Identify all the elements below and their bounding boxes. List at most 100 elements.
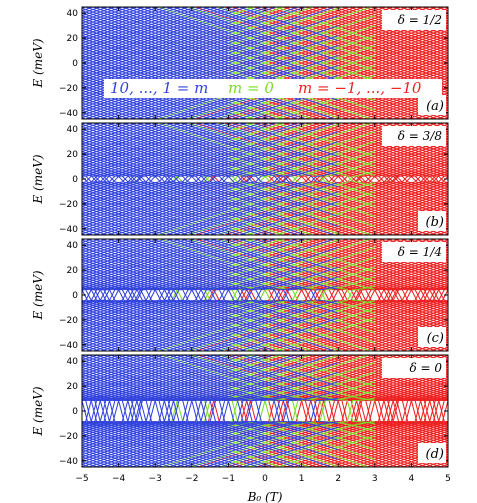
curve-m3 — [82, 310, 204, 351]
curve-m6 — [82, 426, 156, 451]
curve-m10 — [0, 309, 9, 383]
x-tick-label: −5 — [75, 474, 88, 484]
curve-m1 — [238, 123, 339, 157]
curve-m6 — [82, 131, 156, 157]
curve-m3 — [82, 203, 176, 235]
curve-m-8 — [447, 300, 448, 302]
curve-m10 — [0, 313, 9, 386]
curve-m-8 — [447, 439, 448, 441]
y-tick-label: −40 — [59, 341, 78, 351]
curve-m3 — [82, 287, 263, 351]
curve-m-1 — [282, 239, 412, 283]
curve-m6 — [82, 371, 156, 396]
curve-m4 — [82, 332, 138, 351]
curve-m-8 — [447, 59, 448, 61]
curve-m3 — [106, 239, 266, 290]
curve-m-3 — [354, 7, 448, 39]
curve-m10 — [0, 56, 9, 131]
curve-m-8 — [447, 332, 448, 333]
curve-m6 — [82, 421, 156, 441]
y-tick-label: 0 — [72, 59, 78, 69]
curve-m10 — [0, 46, 9, 121]
curve-m10 — [0, 257, 9, 332]
y-axis-label: E (meV) — [31, 386, 45, 436]
delta-label: δ = 1/4 — [398, 245, 442, 259]
curve-m-8 — [447, 191, 448, 193]
curve-m6 — [82, 239, 153, 263]
curve-m9 — [0, 427, 45, 498]
panel-b: 40 20 0 −20 −40 E (meV) δ = 3/8 (b) — [0, 82, 477, 236]
curve-m-8 — [447, 79, 448, 81]
curve-m2 — [145, 355, 302, 401]
panel-tag-box — [418, 327, 446, 347]
y-tick-label: 0 — [72, 175, 78, 185]
curve-m10 — [0, 422, 9, 489]
curve-m4 — [82, 261, 229, 314]
curve-m-8 — [448, 46, 477, 121]
curve-m10 — [0, 333, 9, 400]
curve-m4 — [130, 355, 229, 387]
curve-m6 — [82, 45, 156, 71]
curve-m6 — [82, 444, 151, 467]
curve-m3 — [105, 7, 266, 61]
m-annotation: m = −1, ..., −10 — [298, 79, 422, 97]
curve-m4 — [82, 205, 168, 235]
curve-m5 — [82, 315, 190, 351]
curve-m-8 — [447, 35, 448, 37]
curve-m-1 — [311, 123, 412, 157]
panel-a: 40 20 0 −20 −40 E (meV) δ = 1/2 (a) 10, ..., 1 =… — [0, 0, 477, 160]
curve-m6 — [82, 285, 156, 314]
curve-m-8 — [447, 303, 448, 305]
curve-m4 — [82, 215, 139, 235]
curve-m2 — [142, 7, 302, 61]
curve-m4 — [82, 20, 229, 71]
y-axis-label: E (meV) — [31, 154, 45, 204]
curve-m4 — [82, 423, 224, 467]
curve-m3 — [82, 143, 266, 207]
curve-m3 — [82, 319, 175, 351]
curve-m0 — [216, 123, 375, 176]
curve-m10 — [0, 301, 9, 373]
curve-m-8 — [448, 391, 477, 470]
curve-m-8 — [447, 45, 448, 47]
curve-m-1 — [255, 355, 412, 401]
curve-m6 — [82, 201, 156, 227]
curve-m10 — [0, 92, 9, 167]
curve-m-8 — [447, 161, 448, 162]
x-tick-label: 1 — [299, 474, 305, 484]
curve-m10 — [0, 427, 9, 498]
curve-m-8 — [447, 362, 448, 364]
panel-tag-box — [418, 95, 446, 115]
curve-m6 — [82, 55, 156, 81]
delta-box — [382, 358, 446, 378]
curve-m-1 — [252, 123, 412, 176]
curve-m-8 — [448, 6, 477, 81]
curve-m5 — [82, 305, 192, 344]
curve-m-8 — [448, 82, 477, 156]
curve-m6 — [82, 160, 156, 188]
curve-m-8 — [448, 56, 477, 131]
curve-m6 — [82, 276, 156, 305]
curve-m5 — [82, 359, 192, 396]
curve-m1 — [179, 239, 339, 290]
curve-m10 — [0, 85, 9, 160]
panel-tag-box — [418, 211, 446, 231]
curve-m-8 — [447, 458, 448, 460]
curve-m8 — [82, 85, 83, 86]
y-axis-label: E (meV) — [31, 270, 45, 320]
curve-m3 — [135, 123, 266, 167]
curve-m3 — [82, 437, 173, 467]
curve-m10 — [0, 0, 9, 70]
curve-m2 — [171, 7, 302, 52]
curve-m10 — [0, 323, 9, 394]
curve-m10 — [0, 92, 9, 167]
curve-m10 — [0, 0, 9, 41]
curve-m2 — [142, 123, 302, 176]
curve-m10 — [0, 132, 9, 207]
curve-m-8 — [448, 353, 477, 432]
curve-m-8 — [448, 427, 477, 498]
curve-m-1 — [313, 355, 412, 387]
curve-m6 — [82, 191, 156, 217]
curve-m-8 — [447, 322, 448, 323]
curve-m3 — [82, 249, 266, 314]
